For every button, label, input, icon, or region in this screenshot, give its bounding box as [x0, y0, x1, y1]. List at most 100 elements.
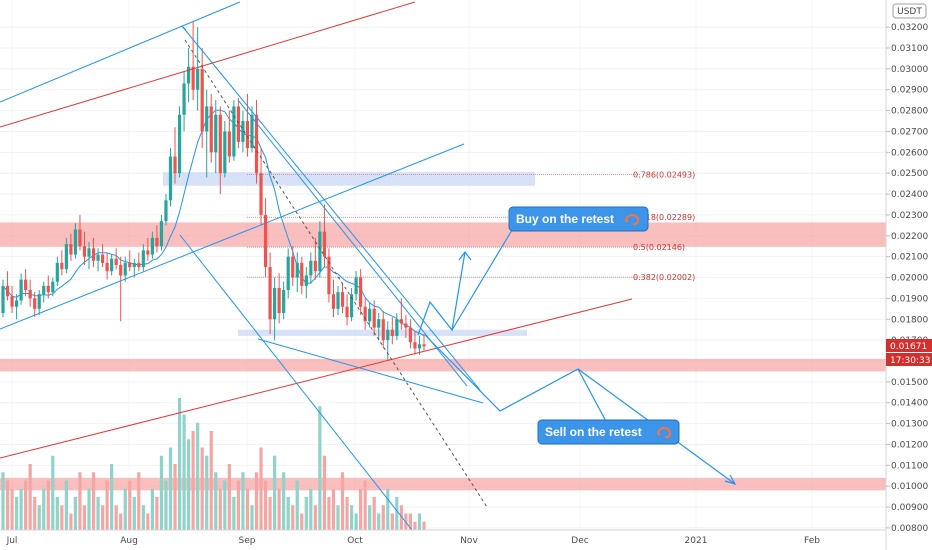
- volume-bar: [408, 513, 413, 530]
- x-axis[interactable]: Jul Aug Sep Oct Nov Dec 2021 Feb: [6, 536, 821, 546]
- candle-body: [128, 262, 132, 268]
- volume-bar: [64, 480, 68, 530]
- descending-channel-bottom: [179, 234, 413, 531]
- y-axis[interactable]: 0.03200 0.03100 0.03000 0.02900 0.02800 0.027…: [886, 23, 928, 534]
- volume-bar: [322, 455, 327, 530]
- ma-line: [2, 109, 425, 337]
- candle-body: [309, 260, 313, 276]
- volume-bar: [51, 455, 55, 530]
- volume-bar: [105, 480, 109, 530]
- candle-body: [73, 229, 78, 255]
- candle-body: [422, 344, 426, 347]
- upper-red-line: [0, 1, 416, 128]
- candle-body: [363, 306, 367, 322]
- candle-body: [349, 294, 354, 318]
- volume-bar: [150, 488, 154, 530]
- candle-body: [123, 262, 127, 276]
- volume-bar: [159, 455, 164, 530]
- candle-body: [205, 106, 209, 132]
- y-tick-label: 0.02500: [891, 169, 928, 179]
- long-red-trendline: [0, 298, 633, 459]
- candle-body: [42, 285, 46, 295]
- zone-support: [0, 477, 886, 491]
- candle-body: [263, 214, 268, 268]
- candle-body: [119, 265, 123, 276]
- left-wick-connector: [181, 25, 187, 31]
- x-tick-label: Oct: [347, 536, 363, 546]
- volume-bar: [377, 513, 381, 530]
- candle-body: [182, 83, 186, 115]
- volume-bar: [368, 505, 372, 530]
- volume-bar: [91, 472, 96, 530]
- candle-body: [236, 106, 240, 142]
- candle-body: [268, 267, 272, 320]
- volume-bar: [390, 513, 394, 530]
- volume-bar: [196, 422, 200, 530]
- candle-body: [368, 308, 372, 322]
- y-tick-label: 0.01100: [891, 461, 928, 471]
- candle-body: [399, 319, 403, 324]
- volume-bar: [268, 497, 272, 530]
- buy-callout[interactable]: Buy on the retest: [508, 206, 649, 232]
- candle-body: [200, 68, 204, 132]
- candle-body: [159, 221, 164, 247]
- volume-bar: [5, 480, 10, 530]
- volume-bar: [141, 505, 145, 530]
- volume-bar: [331, 488, 336, 530]
- candle-body: [19, 279, 23, 301]
- last-price-tag: 0.01671 17:30:33: [886, 339, 932, 366]
- volume-bar: [200, 447, 204, 530]
- volume-bar: [128, 480, 132, 530]
- candle-body: [340, 292, 345, 307]
- y-tick-label: 0.03200: [891, 23, 928, 33]
- volume-bar: [318, 406, 322, 530]
- candle-body: [291, 256, 295, 278]
- candle-body: [33, 298, 37, 309]
- volume-bar: [60, 505, 64, 530]
- volume-bar: [119, 513, 123, 530]
- volume-bar: [137, 472, 141, 530]
- volume-bar: [422, 521, 426, 530]
- volume-bar: [273, 455, 277, 530]
- y-tick-label: 0.01400: [891, 399, 928, 409]
- plot-area[interactable]: [0, 0, 886, 530]
- candle-body: [1, 285, 5, 313]
- candle-body: [318, 231, 322, 272]
- sell-callout[interactable]: Sell on the retest: [537, 419, 680, 445]
- x-tick-label: Nov: [460, 536, 478, 546]
- candle-body: [295, 262, 299, 278]
- candles: [1, 20, 426, 361]
- candle-body: [209, 106, 213, 153]
- volume-bar: [100, 505, 105, 530]
- shrimp-icon: [625, 214, 640, 226]
- volume-bars: [1, 398, 426, 530]
- volume-bar: [182, 414, 186, 530]
- candle-body: [187, 66, 191, 84]
- candle-body: [100, 254, 105, 263]
- candle-body: [191, 66, 195, 90]
- candle-body: [78, 229, 82, 247]
- x-tick-label: Aug: [120, 536, 138, 546]
- candle-body: [313, 260, 317, 272]
- volume-bar: [291, 505, 295, 530]
- volume-bar: [123, 488, 127, 530]
- volume-bar: [254, 472, 259, 530]
- volume-bar: [132, 497, 136, 530]
- candle-body: [377, 319, 381, 328]
- candle-body: [354, 277, 358, 295]
- volume-bar: [96, 497, 100, 530]
- volume-bar: [295, 480, 299, 530]
- volume-bar: [173, 464, 177, 530]
- volume-bar: [55, 497, 59, 530]
- candle-body: [327, 256, 331, 295]
- candle-body: [173, 156, 177, 174]
- wedge-lower-line: [257, 338, 484, 404]
- candle-body: [177, 114, 182, 174]
- candle-body: [82, 246, 87, 257]
- volume-bar: [164, 480, 168, 530]
- candle-body: [46, 285, 50, 293]
- volume-bar: [372, 497, 376, 530]
- candle-body: [64, 244, 68, 270]
- currency-badge[interactable]: USDT: [892, 3, 927, 19]
